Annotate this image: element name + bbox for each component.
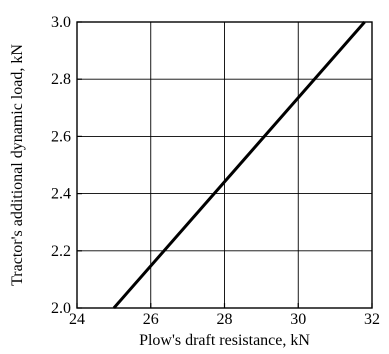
- y-tick-label: 3.0: [51, 14, 71, 31]
- x-tick-label: 26: [143, 311, 159, 328]
- y-tick-label: 2.6: [51, 128, 71, 145]
- x-axis-title: Plow's draft resistance, kN: [139, 332, 310, 349]
- y-tick-label: 2.4: [51, 186, 71, 203]
- x-tick-label: 24: [69, 311, 85, 328]
- y-axis-title: Tractor's additional dynamic load, kN: [9, 44, 26, 286]
- y-tick-label: 2.0: [51, 300, 71, 317]
- grid: [77, 22, 372, 308]
- x-tick-label: 30: [290, 311, 306, 328]
- y-tick-label: 2.8: [51, 71, 71, 88]
- y-tick-label: 2.2: [51, 243, 71, 260]
- x-tick-label: 32: [364, 311, 380, 328]
- series-group: [112, 21, 366, 309]
- series-line: [112, 21, 366, 309]
- axis-ticks: 24 26 28 30 32 2.0 2.2 2.4 2.6 2.8 3.0: [51, 14, 380, 328]
- x-tick-label: 28: [217, 311, 233, 328]
